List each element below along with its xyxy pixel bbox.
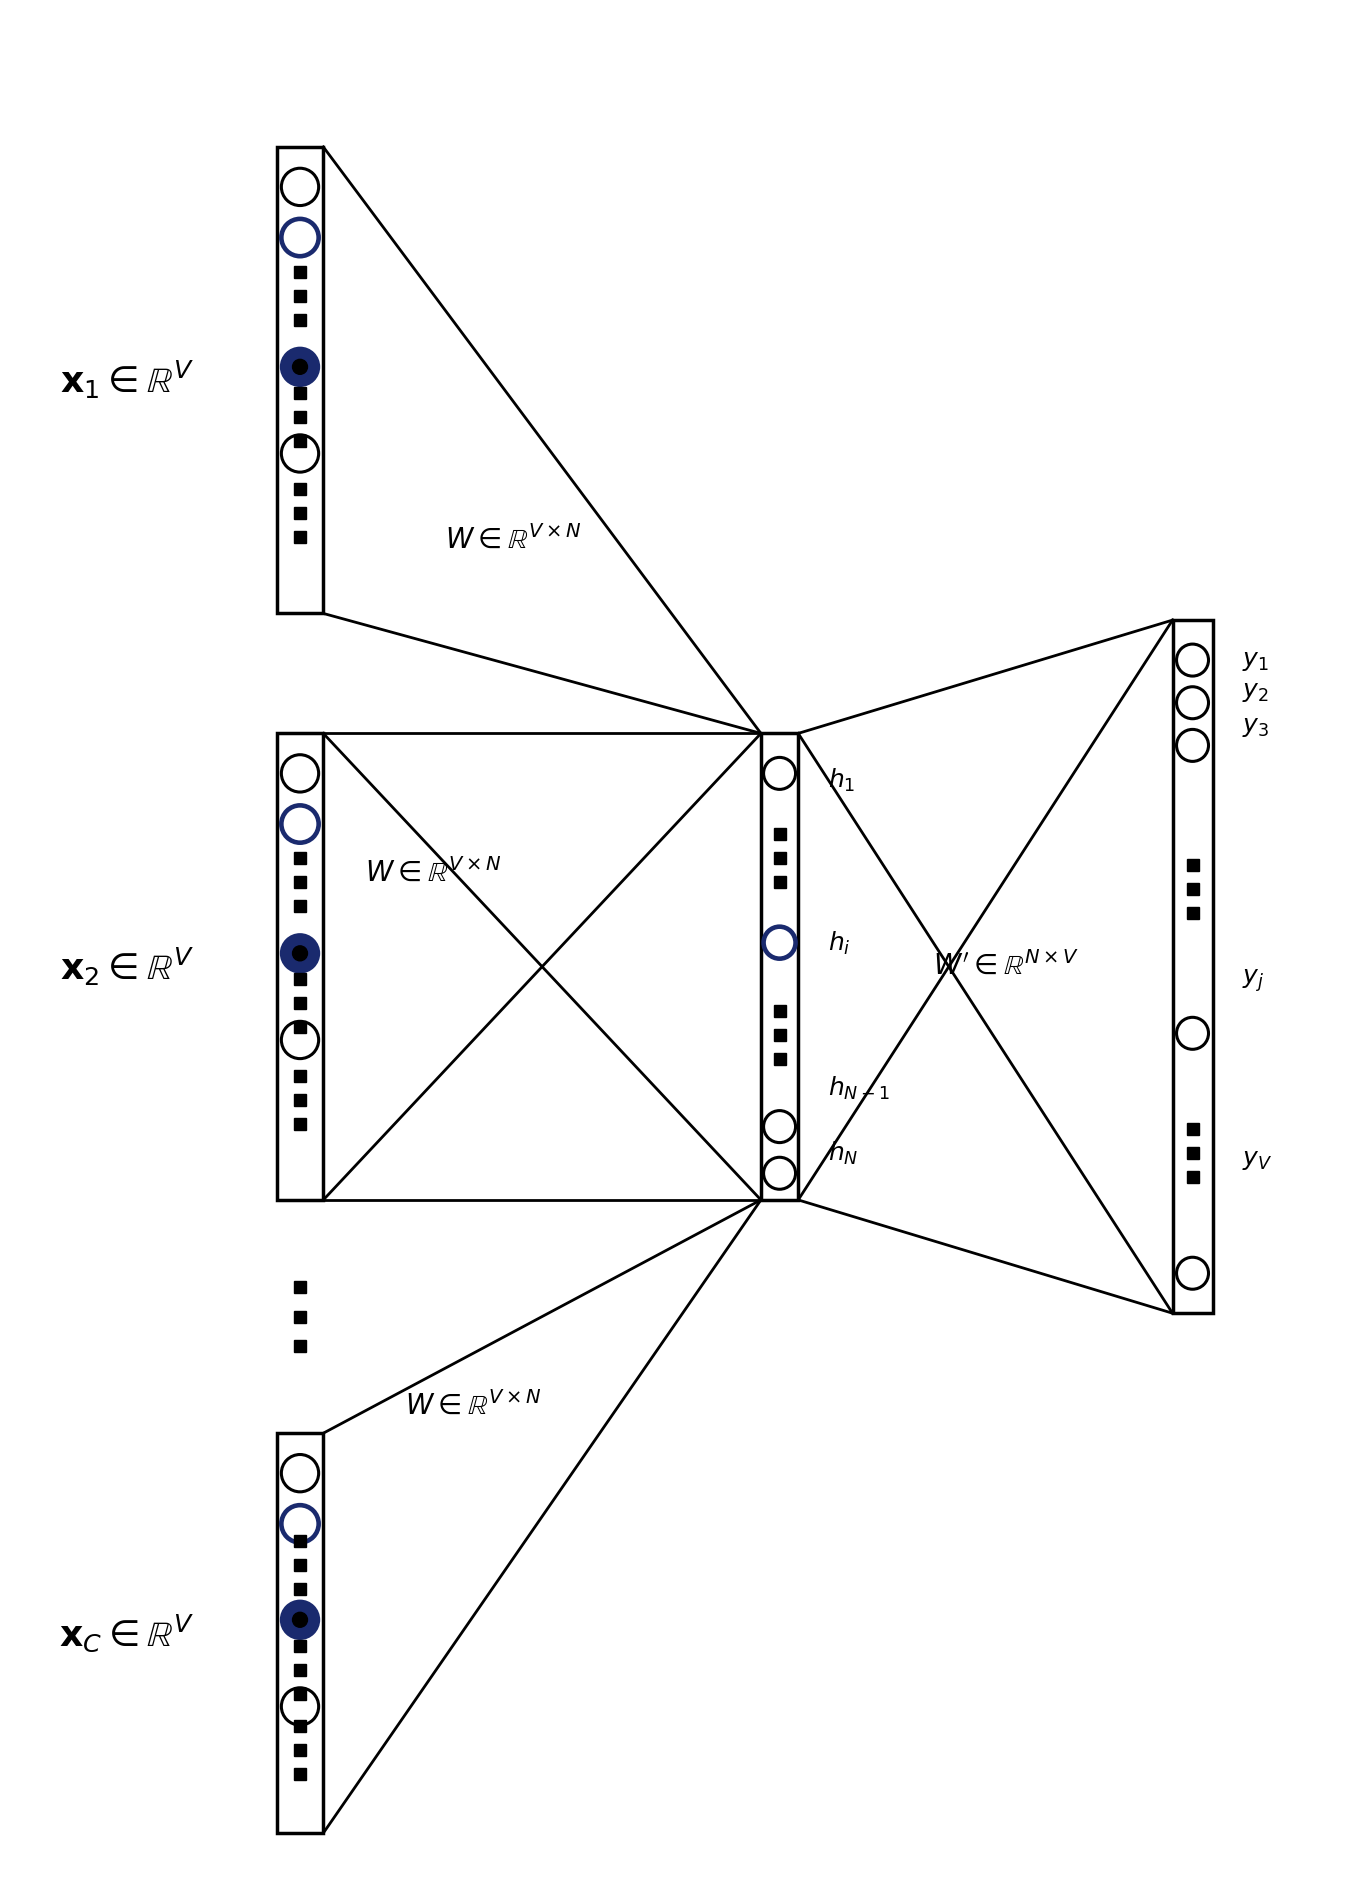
Bar <box>774 852 786 865</box>
Bar <box>293 314 306 325</box>
Bar <box>293 434 306 447</box>
Bar <box>293 974 306 985</box>
Bar <box>293 1070 306 1083</box>
Circle shape <box>281 934 319 972</box>
Text: $y_j$: $y_j$ <box>1242 966 1264 995</box>
Text: $W \in \mathbb{R}^{V \times N}$: $W \in \mathbb{R}^{V \times N}$ <box>446 526 581 555</box>
Bar <box>293 1745 306 1756</box>
Bar <box>774 1004 786 1017</box>
Text: $y_1$: $y_1$ <box>1242 650 1269 673</box>
Bar <box>277 733 323 1199</box>
Bar <box>293 852 306 865</box>
Bar <box>1187 1122 1198 1136</box>
Bar <box>293 1536 306 1547</box>
Text: $y_V$: $y_V$ <box>1242 1149 1272 1173</box>
Bar <box>293 1688 306 1700</box>
Text: $W' \in \mathbb{R}^{N \times V}$: $W' \in \mathbb{R}^{N \times V}$ <box>933 951 1079 981</box>
Bar <box>774 1028 786 1042</box>
Text: $y_2$: $y_2$ <box>1242 681 1269 705</box>
Bar <box>293 265 306 278</box>
Bar <box>1187 884 1198 895</box>
Text: $\mathbf{x}_C \in \mathbb{R}^V$: $\mathbf{x}_C \in \mathbb{R}^V$ <box>59 1613 195 1654</box>
Bar <box>293 290 306 301</box>
Text: $\mathbf{x}_2 \in \mathbb{R}^V$: $\mathbf{x}_2 \in \mathbb{R}^V$ <box>59 946 194 987</box>
Bar <box>293 1282 306 1293</box>
Bar <box>293 1720 306 1731</box>
Bar <box>293 1021 306 1034</box>
Bar <box>293 412 306 423</box>
Bar <box>293 387 306 399</box>
Bar <box>293 532 306 543</box>
Bar <box>293 483 306 496</box>
Circle shape <box>292 359 307 374</box>
Bar <box>293 1583 306 1594</box>
Text: $y_3$: $y_3$ <box>1242 716 1269 739</box>
Bar <box>293 1094 306 1105</box>
Bar <box>293 1664 306 1675</box>
Bar <box>277 147 323 613</box>
Bar <box>293 1559 306 1572</box>
Bar <box>1187 859 1198 870</box>
Bar <box>293 876 306 887</box>
Text: $h_N$: $h_N$ <box>828 1139 857 1167</box>
Bar <box>293 1119 306 1130</box>
Bar <box>277 1433 323 1833</box>
Bar <box>293 1639 306 1653</box>
Bar <box>774 876 786 887</box>
Circle shape <box>292 946 307 961</box>
Circle shape <box>281 348 319 385</box>
Bar <box>774 827 786 840</box>
Bar <box>1187 1171 1198 1183</box>
Text: $h_i$: $h_i$ <box>828 931 851 957</box>
Circle shape <box>292 1613 307 1628</box>
Bar <box>774 1053 786 1064</box>
Text: $h_1$: $h_1$ <box>828 767 855 793</box>
Text: $\mathbf{x}_1 \in \mathbb{R}^V$: $\mathbf{x}_1 \in \mathbb{R}^V$ <box>59 359 194 400</box>
Circle shape <box>281 1602 319 1639</box>
Text: $W \in \mathbb{R}^{V \times N}$: $W \in \mathbb{R}^{V \times N}$ <box>405 1391 541 1421</box>
Bar <box>293 1340 306 1352</box>
Bar <box>293 508 306 519</box>
Bar <box>293 901 306 912</box>
Text: $W \in \mathbb{R}^{V \times N}$: $W \in \mathbb{R}^{V \times N}$ <box>365 859 502 887</box>
Bar <box>293 996 306 1010</box>
Bar <box>1187 1147 1198 1160</box>
Bar <box>293 1767 306 1780</box>
Bar <box>760 733 798 1199</box>
Text: $h_{N-1}$: $h_{N-1}$ <box>828 1073 890 1102</box>
Bar <box>1172 620 1213 1314</box>
Bar <box>293 1310 306 1322</box>
Bar <box>1187 908 1198 919</box>
